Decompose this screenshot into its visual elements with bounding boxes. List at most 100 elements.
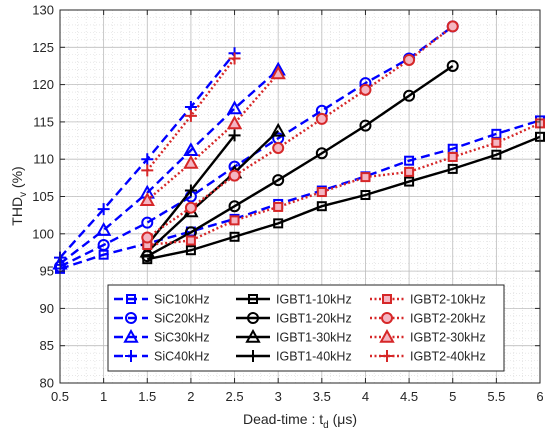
data-point [360, 172, 371, 183]
x-tick-label: 1.5 [138, 389, 156, 404]
y-tick-label: 125 [32, 40, 54, 55]
data-point [141, 164, 154, 177]
x-tick-label: 5 [449, 389, 456, 404]
y-tick-label: 80 [40, 376, 54, 391]
data-point [95, 222, 112, 236]
data-point [229, 215, 240, 226]
data-point [491, 137, 502, 148]
series-line [147, 122, 541, 247]
legend-entry: IGBT1-10kHz [236, 293, 352, 307]
data-point [229, 231, 240, 242]
series-line [146, 25, 454, 239]
legend-label: IGBT1-10kHz [276, 293, 352, 307]
data-point [272, 174, 285, 187]
data-point [228, 169, 241, 182]
data-point [360, 190, 371, 201]
x-tick-label: 4.5 [400, 389, 418, 404]
y-tick-label: 100 [32, 226, 54, 241]
y-tick-label: 120 [32, 77, 54, 92]
data-point [270, 122, 286, 137]
y-tick-label: 130 [32, 3, 54, 18]
series-IGBT2-20kHz [141, 20, 459, 244]
data-point [447, 151, 458, 162]
legend-marker [247, 312, 259, 324]
data-point [359, 119, 372, 132]
legend-entry: SiC30kHz [114, 328, 210, 345]
data-point [184, 201, 197, 214]
data-point [270, 65, 286, 80]
data-point [185, 245, 196, 256]
data-point [226, 100, 243, 115]
data-point [316, 187, 327, 198]
data-point [315, 112, 328, 125]
legend-marker [125, 312, 137, 324]
series-line [146, 72, 280, 202]
legend-entry: SiC20kHz [114, 312, 210, 326]
legend-marker [381, 350, 393, 362]
data-point [404, 155, 415, 166]
legend: SiC10kHz SiC20kHz SiC30kHz SiC40kHz IGBT1-10… [107, 284, 505, 372]
legend-label: IGBT2-20kHz [410, 312, 486, 326]
y-tick-label: 95 [40, 264, 54, 279]
legend-label: IGBT2-30kHz [410, 331, 486, 345]
data-point [97, 203, 110, 216]
x-tick-label: 2.5 [226, 389, 244, 404]
x-tick-label: 5.5 [487, 389, 505, 404]
data-point [228, 200, 241, 213]
series-IGBT1-20kHz [141, 59, 459, 263]
data-point [273, 201, 284, 212]
legend-marker [379, 328, 395, 343]
y-axis-ticks: 80 85 90 95 100 105 110 115 120 125 130 [32, 3, 540, 391]
legend-marker [126, 294, 136, 304]
legend-entry: SiC10kHz [114, 293, 210, 307]
data-point [141, 153, 154, 166]
legend-label: IGBT1-20kHz [276, 312, 352, 326]
legend-label: IGBT2-40kHz [410, 350, 486, 364]
x-tick-label: 3 [275, 389, 282, 404]
legend-entry: IGBT2-10kHz [370, 293, 486, 307]
series-line [147, 135, 541, 261]
x-axis-ticks: 0.5 1 1.5 2 2.5 3 3.5 4 4.5 5 5.5 6 [51, 10, 544, 404]
data-point [184, 184, 197, 197]
legend-marker [248, 294, 258, 304]
data-point [316, 201, 327, 212]
legend-entry: SiC40kHz [114, 350, 210, 364]
series-line [146, 57, 236, 172]
data-point [403, 53, 416, 66]
series-layer [52, 20, 545, 274]
data-point [141, 231, 154, 244]
data-point [403, 89, 416, 102]
legend-entry: IGBT2-30kHz [370, 328, 486, 345]
legend-marker [381, 312, 393, 324]
series-line [146, 129, 280, 253]
legend-entry: IGBT2-40kHz [370, 350, 486, 364]
y-tick-label: 90 [40, 301, 54, 316]
legend-marker [125, 350, 137, 362]
legend-marker [245, 328, 261, 343]
data-point [226, 115, 243, 130]
legend-label: IGBT2-10kHz [410, 293, 486, 307]
series-IGBT2-10kHz [142, 118, 545, 250]
data-point [315, 147, 328, 160]
data-point [359, 83, 372, 96]
x-tick-label: 4 [362, 389, 369, 404]
data-point [447, 163, 458, 174]
series-IGBT2-40kHz [141, 52, 241, 177]
data-point [139, 192, 155, 207]
series-IGBT2-30kHz [139, 65, 286, 207]
x-tick-label: 3.5 [313, 389, 331, 404]
legend-label: SiC20kHz [154, 312, 210, 326]
data-point [446, 20, 459, 33]
data-point [183, 154, 199, 169]
x-tick-label: 0.5 [51, 389, 69, 404]
legend-label: IGBT1-40kHz [276, 350, 352, 364]
x-tick-label: 6 [536, 389, 543, 404]
data-point [184, 109, 197, 122]
x-tick-label: 2 [187, 389, 194, 404]
y-tick-label: 110 [33, 152, 54, 167]
data-point [97, 238, 110, 251]
legend-label: IGBT1-30kHz [276, 331, 352, 345]
legend-marker [123, 328, 139, 343]
